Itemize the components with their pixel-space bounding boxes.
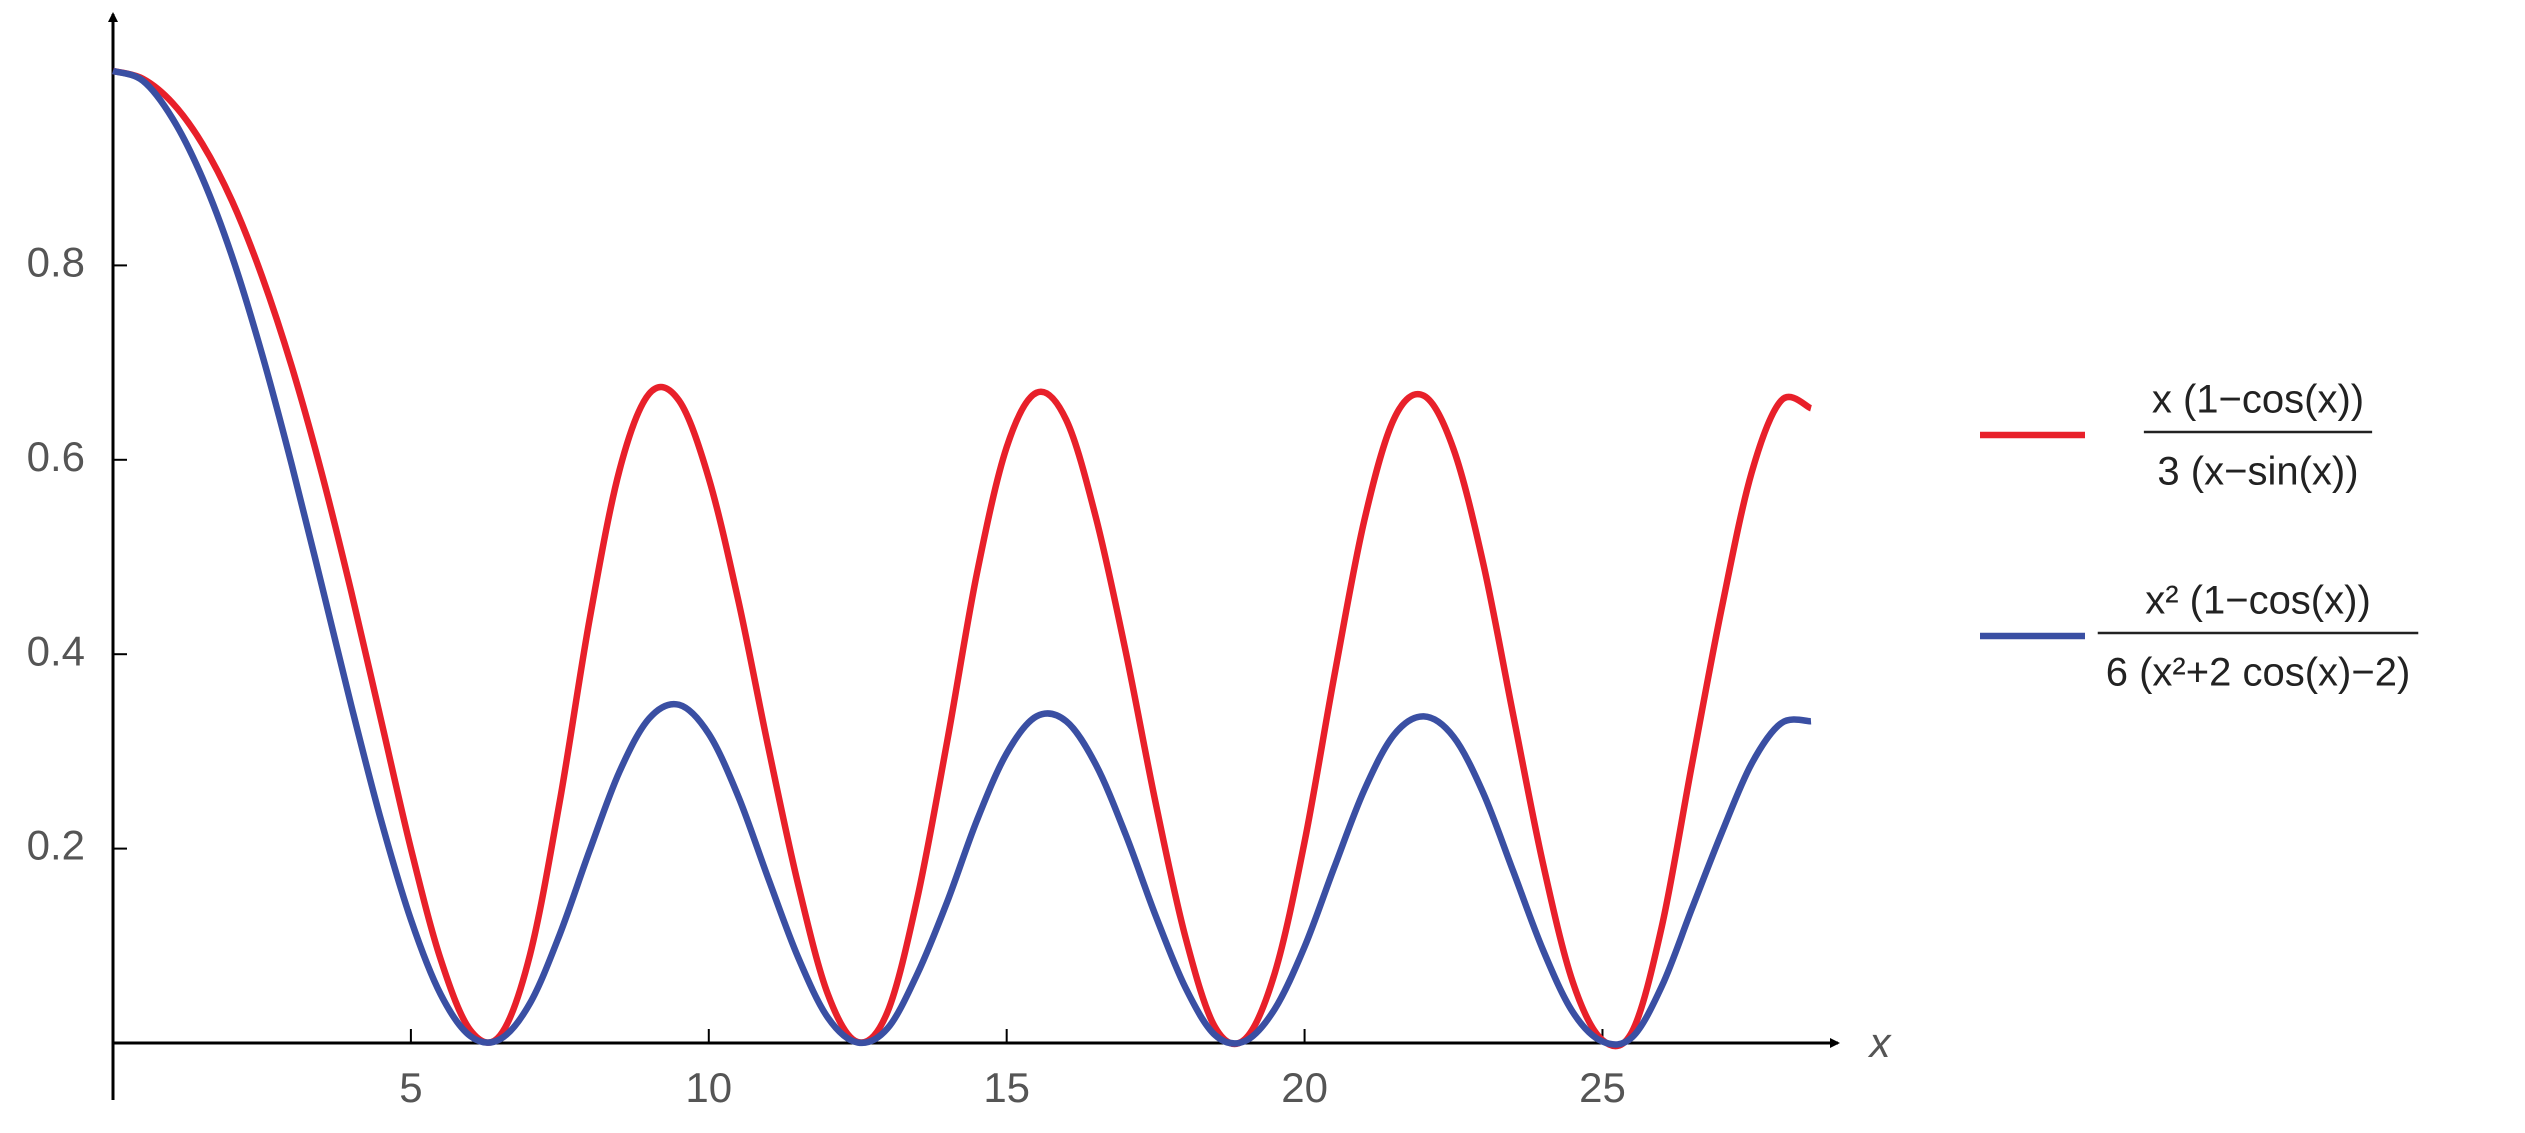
x-tick-label: 15 bbox=[983, 1064, 1030, 1111]
legend-denominator: 6 (x²+2 cos(x)−2) bbox=[2106, 651, 2411, 695]
x-axis-label: x bbox=[1868, 1019, 1893, 1066]
y-tick-label: 0.2 bbox=[27, 822, 85, 869]
y-tick-label: 0.4 bbox=[27, 627, 85, 674]
y-tick-label: 0.6 bbox=[27, 433, 85, 480]
series-line bbox=[111, 67, 1812, 1048]
y-tick-label: 0.8 bbox=[27, 238, 85, 285]
legend-numerator: x² (1−cos(x)) bbox=[2145, 579, 2371, 623]
legend-numerator: x (1−cos(x)) bbox=[2152, 378, 2364, 422]
x-tick-label: 25 bbox=[1579, 1064, 1626, 1111]
x-tick-label: 10 bbox=[685, 1064, 732, 1111]
x-tick-label: 5 bbox=[399, 1064, 422, 1111]
series-line bbox=[112, 67, 1813, 1050]
x-tick-label: 20 bbox=[1281, 1064, 1328, 1111]
legend-denominator: 3 (x−sin(x)) bbox=[2157, 450, 2358, 494]
